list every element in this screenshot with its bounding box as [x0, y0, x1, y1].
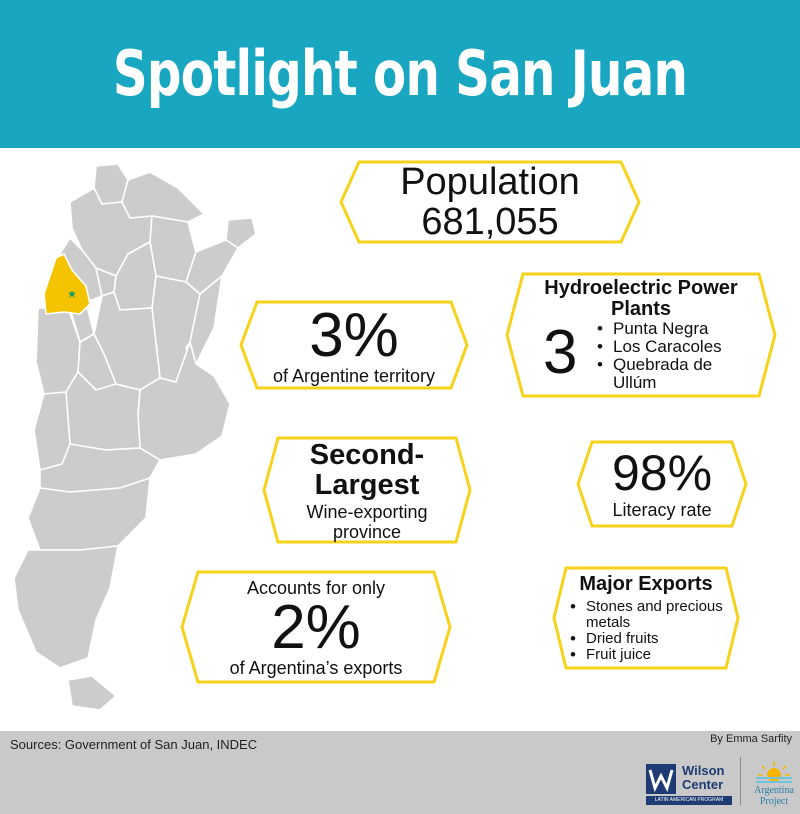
literacy-value: 98% — [611, 445, 713, 501]
wine-caption: Wine-exporting province — [306, 502, 428, 542]
hydro-card: Hydroelectric Power Plants 3 Punta Negra… — [505, 272, 777, 398]
wilson-w-icon — [646, 764, 676, 794]
list-item: Punta Negra — [593, 320, 753, 339]
argentina-line2: Project — [759, 796, 789, 807]
population-card: Population 681,055 — [339, 160, 641, 244]
wine-headline: Second-Largest — [309, 439, 425, 501]
wilson-center-logo: Wilson Center LATIN AMERICAN PROGRAM — [646, 763, 732, 808]
major-exports-list: Stones and precious metals Dried fruits … — [566, 599, 734, 664]
hexagon-frame — [262, 436, 472, 544]
hydro-title: Hydroelectric Power Plants — [544, 277, 738, 320]
major-exports-card: Major Exports Stones and precious metals… — [552, 566, 740, 670]
list-item: Los Caracoles — [593, 338, 753, 357]
star-icon — [68, 290, 76, 298]
province-formosa — [121, 171, 205, 223]
page-title: Spotlight on San Juan — [112, 37, 688, 110]
population-value: 681,055 — [421, 201, 559, 243]
sun-icon — [756, 761, 792, 783]
exports-share-caption: of Argentina’s exports — [229, 658, 403, 678]
hydro-count: 3 — [543, 318, 578, 387]
province-santa-cruz — [13, 545, 119, 669]
list-item: Quebrada de Ullúm — [593, 356, 753, 392]
territory-value: 3% — [309, 301, 399, 370]
logo-divider — [740, 757, 741, 805]
major-exports-title: Major Exports — [579, 573, 713, 595]
list-item: Fruit juice — [566, 647, 734, 664]
wilson-sub: LATIN AMERICAN PROGRAM — [646, 796, 732, 805]
wine-card: Second-Largest Wine-exporting province — [262, 436, 472, 544]
sources-text: Sources: Government of San Juan, INDEC — [10, 737, 258, 752]
byline: By Emma Sarfity — [710, 733, 792, 745]
population-label: Population — [400, 161, 580, 203]
exports-share-lead: Accounts for only — [246, 578, 386, 598]
hexagon-frame — [576, 440, 748, 528]
hexagon-frame — [180, 570, 452, 684]
hydro-list: Punta Negra Los Caracoles Quebrada de Ul… — [593, 320, 753, 392]
hexagon-frame — [239, 300, 469, 390]
argentina-map — [13, 163, 257, 711]
province-misiones — [225, 217, 257, 249]
wilson-line2: Center — [682, 777, 724, 792]
header-banner: Spotlight on San Juan — [0, 0, 800, 148]
exports-share-value: 2% — [271, 593, 361, 662]
list-item: Dried fruits — [566, 631, 734, 648]
wilson-line1: Wilson — [682, 763, 725, 778]
exports-share-card: Accounts for only 2% of Argentina’s expo… — [180, 570, 452, 684]
footer: Sources: Government of San Juan, INDEC B… — [0, 731, 800, 814]
province-chubut — [27, 477, 151, 551]
literacy-card: 98% Literacy rate — [576, 440, 748, 528]
list-item: Stones and precious metals — [566, 599, 734, 631]
argentina-project-logo: Argentina Project — [748, 757, 800, 809]
province-san-juan — [43, 253, 91, 315]
territory-card: 3% of Argentine territory — [239, 300, 469, 390]
territory-caption: of Argentine territory — [272, 366, 436, 386]
province-tierra-del-fuego — [67, 675, 117, 711]
argentina-line1: Argentina — [754, 785, 794, 796]
hexagon-frame — [339, 160, 641, 244]
literacy-caption: Literacy rate — [612, 500, 712, 520]
